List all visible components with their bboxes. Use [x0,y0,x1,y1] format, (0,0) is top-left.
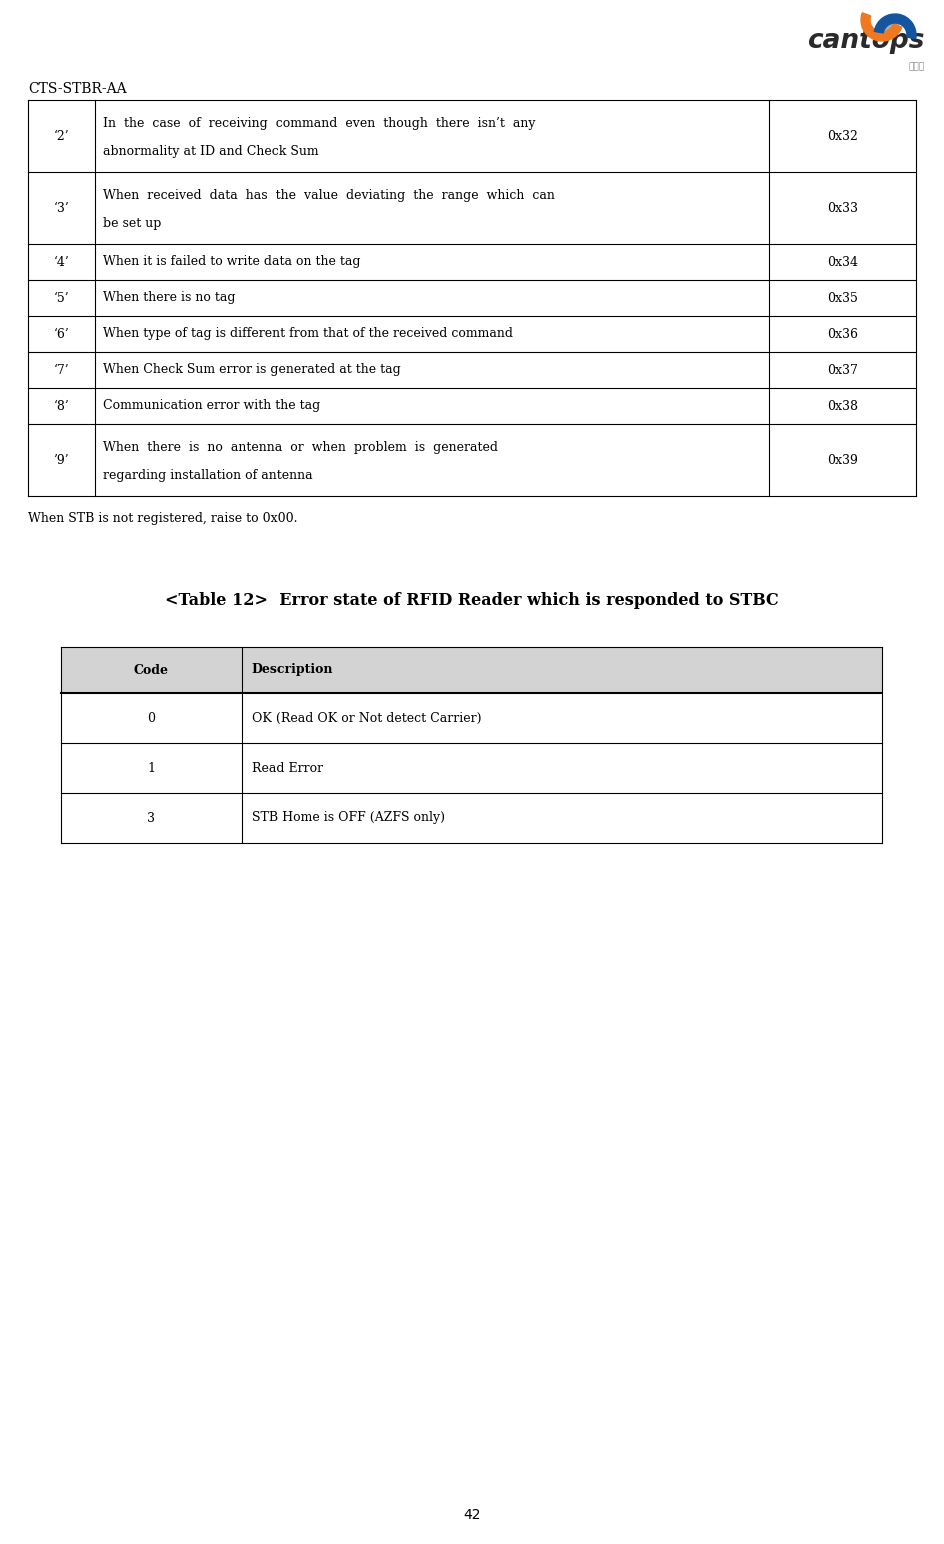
Wedge shape [861,12,902,42]
Text: 0x37: 0x37 [827,363,858,377]
Text: regarding installation of antenna: regarding installation of antenna [103,469,312,482]
Text: ‘8’: ‘8’ [54,400,69,412]
Text: OK (Read OK or Not detect Carrier): OK (Read OK or Not detect Carrier) [252,712,481,724]
Text: When STB is not registered, raise to 0x00.: When STB is not registered, raise to 0x0… [28,513,297,525]
Text: 1: 1 [147,761,156,775]
Text: 0: 0 [147,712,156,724]
Text: ‘4’: ‘4’ [54,255,69,269]
Text: In  the  case  of  receiving  command  even  though  there  isn’t  any: In the case of receiving command even th… [103,116,535,130]
Text: 0x33: 0x33 [827,202,858,215]
Text: 캔탑스: 캔탑스 [909,62,925,71]
Text: ‘7’: ‘7’ [54,363,69,377]
Text: When  there  is  no  antenna  or  when  problem  is  generated: When there is no antenna or when problem… [103,440,497,454]
Wedge shape [874,14,916,39]
Text: When Check Sum error is generated at the tag: When Check Sum error is generated at the… [103,363,400,377]
Text: 0x39: 0x39 [827,454,858,466]
Text: Read Error: Read Error [252,761,323,775]
Text: ‘6’: ‘6’ [54,327,69,341]
Text: 0x36: 0x36 [827,327,858,341]
Text: be set up: be set up [103,218,161,230]
Text: STB Home is OFF (AZFS only): STB Home is OFF (AZFS only) [252,812,445,824]
Text: When it is failed to write data on the tag: When it is failed to write data on the t… [103,255,360,269]
Text: ’9’: ’9’ [54,454,69,466]
Wedge shape [879,19,899,39]
Text: cantops: cantops [807,28,925,54]
Text: Code: Code [134,664,169,676]
Text: 3: 3 [147,812,156,824]
Text: When  received  data  has  the  value  deviating  the  range  which  can: When received data has the value deviati… [103,188,554,202]
Text: CTS-STBR-AA: CTS-STBR-AA [28,82,126,96]
Text: 0x38: 0x38 [827,400,858,412]
Text: 42: 42 [464,1508,480,1522]
Text: 0x34: 0x34 [827,255,858,269]
Text: When type of tag is different from that of the received command: When type of tag is different from that … [103,327,513,341]
Text: ‘3’: ‘3’ [54,202,69,215]
Text: 0x35: 0x35 [827,292,858,304]
Text: <Table 12>  Error state of RFID Reader which is responded to STBC: <Table 12> Error state of RFID Reader wh… [165,591,779,608]
Text: Communication error with the tag: Communication error with the tag [103,400,320,412]
Text: ‘2’: ‘2’ [54,130,69,142]
Text: ‘5’: ‘5’ [54,292,69,304]
Text: 0x32: 0x32 [827,130,858,142]
Text: abnormality at ID and Check Sum: abnormality at ID and Check Sum [103,145,318,159]
Text: When there is no tag: When there is no tag [103,292,235,304]
Bar [61,647,882,693]
Text: Description: Description [252,664,333,676]
